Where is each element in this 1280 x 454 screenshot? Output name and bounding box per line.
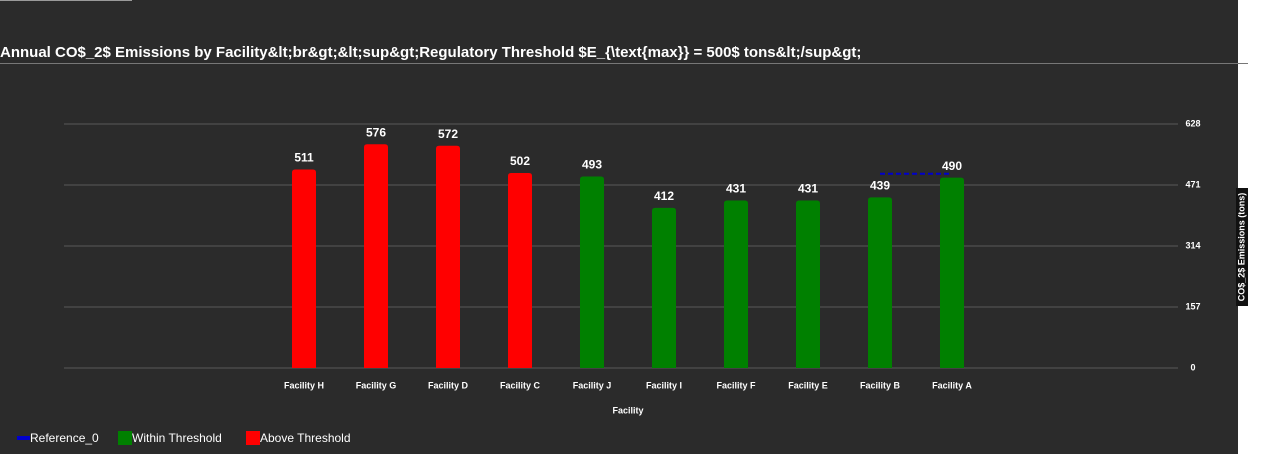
- legend-label: Reference_0: [30, 431, 99, 445]
- bar: [868, 197, 892, 368]
- chart-title: Annual CO$_2$ Emissions by Facility&lt;b…: [0, 44, 861, 61]
- x-tick-label: Facility F: [716, 380, 756, 390]
- value-label: 576: [366, 125, 386, 139]
- x-tick-label: Facility C: [500, 380, 541, 390]
- x-tick-label: Facility E: [788, 380, 828, 390]
- x-tick-label: Facility A: [932, 380, 972, 390]
- value-label: 572: [438, 127, 458, 141]
- y-tick-label: 314: [1185, 240, 1200, 250]
- legend-label: Within Threshold: [132, 431, 222, 445]
- bar: [580, 176, 604, 368]
- background: [0, 0, 1238, 454]
- bar: [652, 207, 676, 368]
- y-tick-label: 0: [1190, 362, 1195, 372]
- x-tick-label: Facility G: [356, 380, 397, 390]
- value-label: 412: [654, 189, 674, 203]
- bar: [508, 172, 532, 368]
- value-label: 502: [510, 154, 530, 168]
- bar: [436, 145, 460, 368]
- x-tick-label: Facility J: [573, 380, 612, 390]
- x-tick-label: Facility I: [646, 380, 682, 390]
- x-tick-label: Facility D: [428, 380, 469, 390]
- legend-label: Above Threshold: [260, 431, 351, 445]
- bar: [796, 200, 820, 368]
- value-label: 511: [294, 151, 314, 165]
- bar: [724, 200, 748, 368]
- value-label: 493: [582, 158, 602, 172]
- y-tick-label: 157: [1185, 301, 1200, 311]
- y-tick-label: 628: [1185, 118, 1200, 128]
- y-title-box: [1236, 188, 1248, 306]
- x-axis-title: Facility: [612, 405, 643, 415]
- bar: [364, 144, 388, 368]
- bar: [292, 169, 316, 368]
- value-label: 431: [726, 182, 746, 196]
- x-tick-label: Facility H: [284, 380, 324, 390]
- y-tick-label: 471: [1185, 179, 1200, 189]
- value-label: 431: [798, 182, 818, 196]
- legend-swatch: [246, 431, 260, 445]
- value-label: 439: [870, 179, 890, 193]
- value-label: 490: [942, 159, 962, 173]
- y-axis-title: CO$_2$ Emissions (tons): [1236, 193, 1246, 302]
- bar: [940, 177, 964, 368]
- x-tick-label: Facility B: [860, 380, 901, 390]
- legend-swatch: [118, 431, 132, 445]
